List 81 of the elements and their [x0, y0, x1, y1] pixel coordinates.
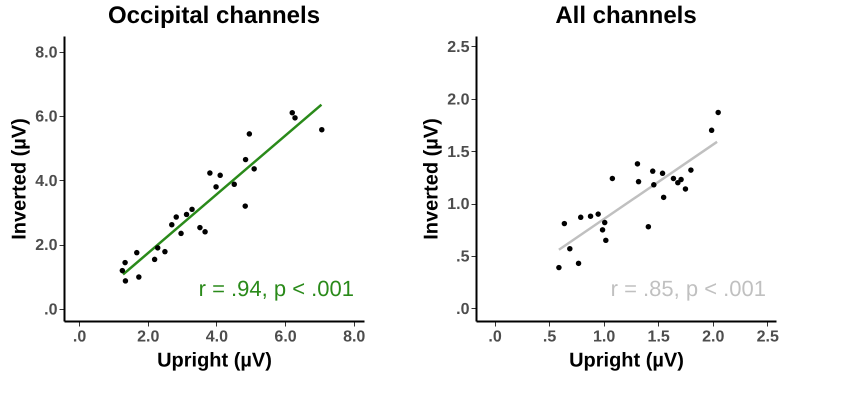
point — [178, 230, 184, 236]
point — [660, 170, 666, 176]
y-tick-label: .0 — [456, 300, 470, 318]
point — [646, 224, 652, 230]
y-tick-label: 1.5 — [447, 144, 470, 161]
point — [319, 126, 325, 132]
chart-title: Occipital channels — [108, 2, 320, 29]
point — [251, 166, 257, 172]
point — [678, 176, 684, 182]
point — [122, 260, 128, 266]
point — [292, 115, 298, 121]
point — [242, 156, 248, 162]
x-tick-label: .0 — [488, 328, 502, 346]
point — [567, 246, 573, 252]
x-axis-title: Upright (µV) — [569, 350, 684, 372]
point — [189, 206, 195, 212]
point — [576, 260, 582, 266]
point — [184, 212, 190, 218]
point — [675, 180, 681, 186]
point — [162, 248, 168, 254]
point — [154, 245, 160, 251]
point — [134, 250, 140, 256]
x-tick-label: 2.0 — [702, 328, 724, 346]
y-tick-label: 6.0 — [35, 108, 58, 126]
point — [610, 176, 616, 182]
point — [578, 214, 584, 220]
point — [682, 186, 688, 192]
point — [651, 182, 657, 188]
y-tick-label: 1.0 — [447, 196, 470, 214]
point — [660, 194, 666, 200]
annotation: r = .94, p < .001 — [198, 276, 354, 301]
y-tick-label: .0 — [44, 301, 58, 318]
y-tick-label: 2.0 — [447, 91, 470, 108]
point — [202, 229, 208, 235]
point — [670, 176, 676, 182]
y-tick-label: 2.0 — [35, 237, 58, 254]
point — [636, 178, 642, 184]
point — [213, 184, 219, 190]
point — [232, 182, 237, 188]
y-tick-label: .5 — [456, 248, 470, 266]
point — [562, 220, 568, 226]
x-tick-label: 2.0 — [137, 328, 160, 346]
point — [152, 256, 158, 262]
x-tick-label: 1.5 — [648, 328, 670, 346]
y-tick-label: 4.0 — [35, 172, 58, 190]
point — [595, 211, 601, 217]
point — [715, 110, 721, 116]
point — [197, 224, 203, 230]
annotation: r = .85, p < .001 — [610, 276, 766, 301]
x-tick-label: 8.0 — [343, 328, 366, 346]
x-tick-label: 6.0 — [274, 328, 297, 346]
y-tick-label: 8.0 — [35, 44, 58, 62]
point — [122, 278, 128, 284]
x-tick-label: 2.5 — [756, 328, 779, 346]
point — [120, 268, 126, 274]
point — [246, 131, 252, 137]
y-axis-title: Inverted (µV) — [8, 118, 30, 240]
x-tick-label: .0 — [72, 328, 86, 346]
point — [556, 264, 562, 270]
point — [242, 203, 248, 209]
point — [174, 214, 179, 220]
point — [602, 220, 608, 226]
point — [650, 168, 656, 174]
point — [217, 172, 223, 178]
point — [136, 274, 142, 280]
point — [169, 222, 175, 228]
point — [708, 128, 714, 134]
point — [207, 170, 213, 176]
point — [588, 213, 594, 219]
x-tick-label: .5 — [542, 328, 556, 346]
x-axis-title: Upright (µV) — [157, 350, 272, 372]
y-tick-label: 2.5 — [447, 38, 470, 56]
point — [688, 167, 694, 173]
point — [603, 238, 609, 244]
x-tick-label: 4.0 — [206, 328, 228, 346]
point — [290, 110, 295, 116]
point — [634, 161, 640, 167]
point — [600, 227, 606, 233]
x-tick-label: 1.0 — [593, 328, 616, 346]
chart-title: All channels — [555, 2, 697, 29]
y-axis-title: Inverted (µV) — [420, 118, 442, 240]
